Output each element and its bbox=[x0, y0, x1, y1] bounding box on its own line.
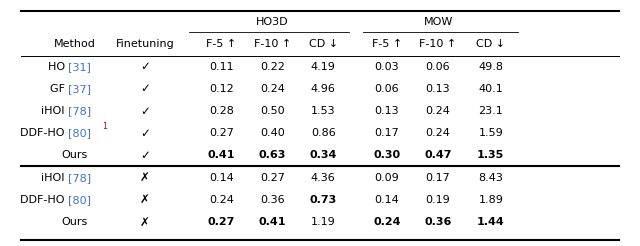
Text: 0.50: 0.50 bbox=[260, 106, 285, 116]
Text: 0.17: 0.17 bbox=[426, 173, 451, 183]
Text: ✓: ✓ bbox=[140, 82, 150, 95]
Text: iHOI: iHOI bbox=[42, 173, 68, 183]
Text: 40.1: 40.1 bbox=[479, 84, 503, 94]
Text: 4.19: 4.19 bbox=[311, 62, 335, 72]
Text: 0.24: 0.24 bbox=[373, 217, 401, 227]
Text: ✗: ✗ bbox=[140, 215, 150, 229]
Text: MOW: MOW bbox=[424, 17, 454, 27]
Text: ✓: ✓ bbox=[140, 60, 150, 73]
Text: [78]: [78] bbox=[68, 173, 92, 183]
Text: 0.86: 0.86 bbox=[311, 128, 335, 138]
Text: 0.28: 0.28 bbox=[209, 106, 234, 116]
Text: Method: Method bbox=[54, 39, 95, 49]
Text: F-10 ↑: F-10 ↑ bbox=[253, 39, 291, 49]
Text: 0.36: 0.36 bbox=[260, 195, 285, 205]
Text: 0.24: 0.24 bbox=[426, 106, 451, 116]
Text: 1.59: 1.59 bbox=[479, 128, 503, 138]
Text: 0.41: 0.41 bbox=[207, 150, 235, 160]
Text: 8.43: 8.43 bbox=[478, 173, 503, 183]
Text: CD ↓: CD ↓ bbox=[308, 39, 338, 49]
Text: DDF-HO: DDF-HO bbox=[20, 128, 68, 138]
Text: 0.22: 0.22 bbox=[260, 62, 285, 72]
Text: 0.73: 0.73 bbox=[310, 195, 337, 205]
Text: 0.40: 0.40 bbox=[260, 128, 285, 138]
Text: 4.96: 4.96 bbox=[311, 84, 335, 94]
Text: 0.27: 0.27 bbox=[260, 173, 285, 183]
Text: CD ↓: CD ↓ bbox=[476, 39, 506, 49]
Text: 0.24: 0.24 bbox=[209, 195, 234, 205]
Text: 0.12: 0.12 bbox=[209, 84, 234, 94]
Text: 23.1: 23.1 bbox=[479, 106, 503, 116]
Text: F-10 ↑: F-10 ↑ bbox=[419, 39, 456, 49]
Text: 1.44: 1.44 bbox=[477, 217, 505, 227]
Text: 0.47: 0.47 bbox=[424, 150, 452, 160]
Text: GF: GF bbox=[50, 84, 68, 94]
Text: 0.30: 0.30 bbox=[373, 150, 401, 160]
Text: ✓: ✓ bbox=[140, 105, 150, 118]
Text: Ours: Ours bbox=[61, 217, 88, 227]
Text: 0.34: 0.34 bbox=[310, 150, 337, 160]
Text: ✗: ✗ bbox=[140, 193, 150, 206]
Text: 0.41: 0.41 bbox=[259, 217, 286, 227]
Text: DDF-HO: DDF-HO bbox=[20, 195, 68, 205]
Text: 0.09: 0.09 bbox=[374, 173, 399, 183]
Text: 0.11: 0.11 bbox=[209, 62, 234, 72]
Text: 0.06: 0.06 bbox=[374, 84, 399, 94]
Text: 1.53: 1.53 bbox=[311, 106, 335, 116]
Text: 0.63: 0.63 bbox=[259, 150, 286, 160]
Text: [80]: [80] bbox=[68, 195, 92, 205]
Text: Ours: Ours bbox=[61, 150, 88, 160]
Text: 1.89: 1.89 bbox=[478, 195, 503, 205]
Text: 0.03: 0.03 bbox=[374, 62, 399, 72]
Text: 0.24: 0.24 bbox=[260, 84, 285, 94]
Text: F-5 ↑: F-5 ↑ bbox=[206, 39, 236, 49]
Text: 1.35: 1.35 bbox=[477, 150, 504, 160]
Text: ✓: ✓ bbox=[140, 149, 150, 162]
Text: HO: HO bbox=[47, 62, 68, 72]
Text: 0.17: 0.17 bbox=[374, 128, 399, 138]
Text: 0.06: 0.06 bbox=[426, 62, 450, 72]
Text: [37]: [37] bbox=[68, 84, 92, 94]
Text: ✗: ✗ bbox=[140, 171, 150, 184]
Text: 0.14: 0.14 bbox=[209, 173, 234, 183]
Text: 0.13: 0.13 bbox=[374, 106, 399, 116]
Text: iHOI: iHOI bbox=[42, 106, 68, 116]
Text: 0.27: 0.27 bbox=[207, 217, 235, 227]
Text: F-5 ↑: F-5 ↑ bbox=[372, 39, 402, 49]
Text: Finetuning: Finetuning bbox=[115, 39, 174, 49]
Text: 0.14: 0.14 bbox=[374, 195, 399, 205]
Text: HO3D: HO3D bbox=[256, 17, 289, 27]
Text: [78]: [78] bbox=[68, 106, 92, 116]
Text: 0.19: 0.19 bbox=[426, 195, 451, 205]
Text: [31]: [31] bbox=[68, 62, 91, 72]
Text: 4.36: 4.36 bbox=[311, 173, 335, 183]
Text: 49.8: 49.8 bbox=[478, 62, 503, 72]
Text: 0.24: 0.24 bbox=[426, 128, 451, 138]
Text: [80]: [80] bbox=[68, 128, 92, 138]
Text: 0.27: 0.27 bbox=[209, 128, 234, 138]
Text: 0.13: 0.13 bbox=[426, 84, 450, 94]
Text: ✓: ✓ bbox=[140, 127, 150, 140]
Text: 1.19: 1.19 bbox=[311, 217, 335, 227]
Text: 0.36: 0.36 bbox=[424, 217, 452, 227]
Text: 1: 1 bbox=[102, 123, 107, 131]
